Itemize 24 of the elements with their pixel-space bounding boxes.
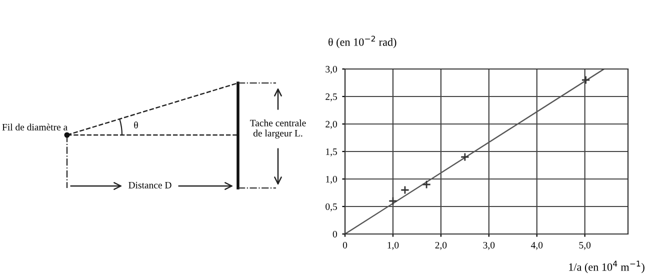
x-tick-label: 4,0 bbox=[530, 242, 543, 250]
point bbox=[400, 186, 410, 194]
x-tick-label: 0 bbox=[342, 242, 348, 248]
x-tick-label: 3,0 bbox=[483, 242, 495, 250]
x-axis-title: 1/a (en 10$^{4}$ m$^{−1}$) bbox=[569, 260, 644, 274]
y-tick-label: 0,5 bbox=[326, 203, 337, 212]
text: Fil de diamètre a bbox=[2, 124, 68, 130]
point bbox=[460, 152, 470, 162]
x-tick-label: 5,0 bbox=[579, 242, 591, 250]
y-tick-label: 3,0 bbox=[326, 66, 337, 74]
text: θ bbox=[134, 122, 138, 128]
x-tick-label: 2,0 bbox=[435, 242, 447, 250]
y-tick-label: 2,0 bbox=[326, 120, 337, 129]
y-axis-title: θ (en 10$^{−2}$ rad) bbox=[328, 36, 396, 48]
text: Distance D bbox=[128, 182, 172, 188]
text: Tache centrale de largeur L. bbox=[250, 119, 306, 139]
x-tick-label: 1,0 bbox=[388, 242, 399, 250]
point bbox=[388, 196, 398, 206]
y-tick-label: 1,0 bbox=[326, 176, 337, 184]
y-tick-label: 2,5 bbox=[326, 93, 337, 102]
y-tick-label: 1,5 bbox=[326, 148, 337, 156]
y-tick-label: 0 bbox=[332, 230, 337, 238]
point bbox=[422, 180, 432, 189]
point bbox=[581, 76, 590, 84]
